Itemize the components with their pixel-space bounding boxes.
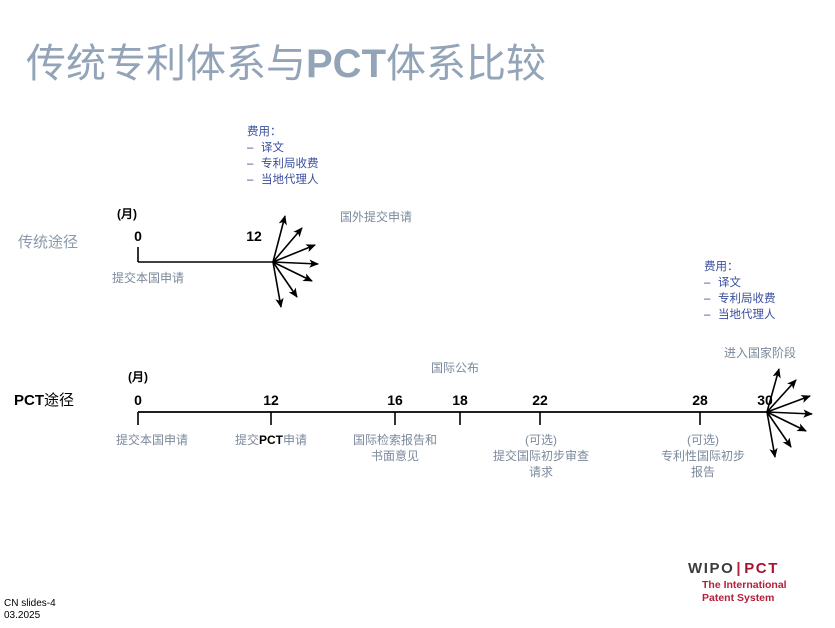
tick-number-pct-30: 30 [757, 392, 773, 408]
footer-note: CN slides-4 03.2025 [4, 598, 56, 622]
logo-pct-text: PCT [744, 560, 780, 577]
stage-label-pct-12-latin: PCT [259, 433, 283, 447]
pct-axis [137, 411, 767, 425]
tick-number-trad-12: 12 [246, 228, 262, 244]
cost-note-item-label: 专利局收费 [261, 158, 319, 170]
dash-icon: – [704, 309, 711, 321]
traditional-axis [137, 247, 273, 263]
stage-label-pct-28-line2: 报告 [690, 465, 716, 479]
stage-label-pct-12-post: 申请 [283, 433, 308, 447]
cost-note-item-label: 专利局收费 [718, 293, 776, 305]
footer-line-1: CN slides-4 [4, 598, 56, 609]
cost-note-item: – 译文 [247, 140, 319, 156]
cost-note-heading: 费用： [704, 261, 739, 273]
stage-label-pct-16-line1: 国际检索报告和 [352, 433, 438, 447]
cost-note-pct: 费用： – 译文 – 专利局收费 – 当地代理人 [704, 259, 776, 323]
pct-arrow-fan [766, 368, 813, 458]
page-title-latin: PCT [306, 42, 386, 86]
page-title-prefix: 传统专利体系与 [26, 42, 306, 86]
cost-note-item-label: 译文 [718, 277, 741, 289]
logo-tagline-line-1: The International [702, 579, 787, 591]
cost-note-item: – 专利局收费 [247, 156, 319, 172]
cost-note-item: – 专利局收费 [704, 291, 776, 307]
row-label-traditional: 传统途径 [18, 234, 79, 251]
tick-number-pct-0: 0 [134, 392, 142, 408]
stage-label-pct-12-pre: 提交 [234, 433, 259, 447]
stage-label-foreign-filing: 国外提交申请 [340, 210, 413, 224]
stage-label-national-phase: 进入国家阶段 [723, 346, 797, 360]
cost-note-item-label: 当地代理人 [261, 174, 319, 186]
dash-icon: – [704, 277, 711, 289]
dash-icon: – [704, 293, 711, 305]
stage-label-pct-12: 提交PCT申请 [235, 432, 307, 448]
row-label-pct: PCT途径 [14, 389, 74, 410]
tick-number-pct-16: 16 [387, 392, 403, 408]
logo-tagline: The International Patent System [702, 579, 787, 604]
logo-wipo-text: WIPO [688, 560, 735, 577]
stage-label-pct-28-optional: (可选) [686, 433, 719, 447]
stage-label-pct-22-line2: 请求 [528, 465, 554, 479]
stage-label-pct-16: 国际检索报告和 书面意见 [353, 432, 437, 464]
stage-label-trad-filing: 提交本国申请 [112, 271, 185, 285]
dash-icon: – [247, 158, 254, 170]
tick-number-trad-0: 0 [134, 228, 142, 244]
stage-label-pct-28-line1: 专利性国际初步 [660, 449, 746, 463]
stage-label-pct-22: (可选) 提交国际初步审查 请求 [493, 432, 589, 480]
unit-label-pct: (月) [128, 370, 148, 384]
tick-number-pct-22: 22 [532, 392, 548, 408]
tick-number-pct-18: 18 [452, 392, 468, 408]
stage-label-pct-22-line1: 提交国际初步审查 [492, 449, 590, 463]
row-label-pct-cjk: 途径 [44, 392, 75, 409]
stage-label-pct-28: (可选) 专利性国际初步 报告 [661, 432, 745, 480]
stage-label-international-publication: 国际公布 [430, 361, 480, 375]
logo-tagline-line-2: Patent System [702, 591, 775, 604]
dash-icon: – [247, 142, 254, 154]
page-title: 传统专利体系与PCT体系比较 [26, 38, 546, 90]
page-title-suffix: 体系比较 [386, 42, 546, 86]
wipo-pct-logo: WIPO | PCT The International Patent System [688, 560, 787, 604]
unit-label-traditional: (月) [117, 207, 137, 221]
stage-label-pct-16-line2: 书面意见 [370, 449, 420, 463]
cost-note-item-label: 当地代理人 [718, 309, 776, 321]
footer-line-2: 03.2025 [4, 610, 41, 621]
cost-note-traditional: 费用： – 译文 – 专利局收费 – 当地代理人 [247, 124, 319, 188]
cost-note-item: – 当地代理人 [247, 172, 319, 188]
cost-note-item-label: 译文 [261, 142, 284, 154]
cost-note-heading: 费用： [247, 126, 282, 138]
tick-number-pct-12: 12 [263, 392, 279, 408]
cost-note-item: – 当地代理人 [704, 307, 776, 323]
stage-label-pct-22-optional: (可选) [524, 433, 557, 447]
traditional-arrow-fan [272, 215, 319, 308]
logo-separator: | [736, 560, 743, 577]
row-label-pct-latin: PCT [14, 392, 44, 409]
dash-icon: – [247, 174, 254, 186]
logo-wordmark: WIPO | PCT [688, 560, 787, 577]
cost-note-item: – 译文 [704, 275, 776, 291]
tick-number-pct-28: 28 [692, 392, 708, 408]
stage-label-pct-0: 提交本国申请 [115, 433, 189, 447]
